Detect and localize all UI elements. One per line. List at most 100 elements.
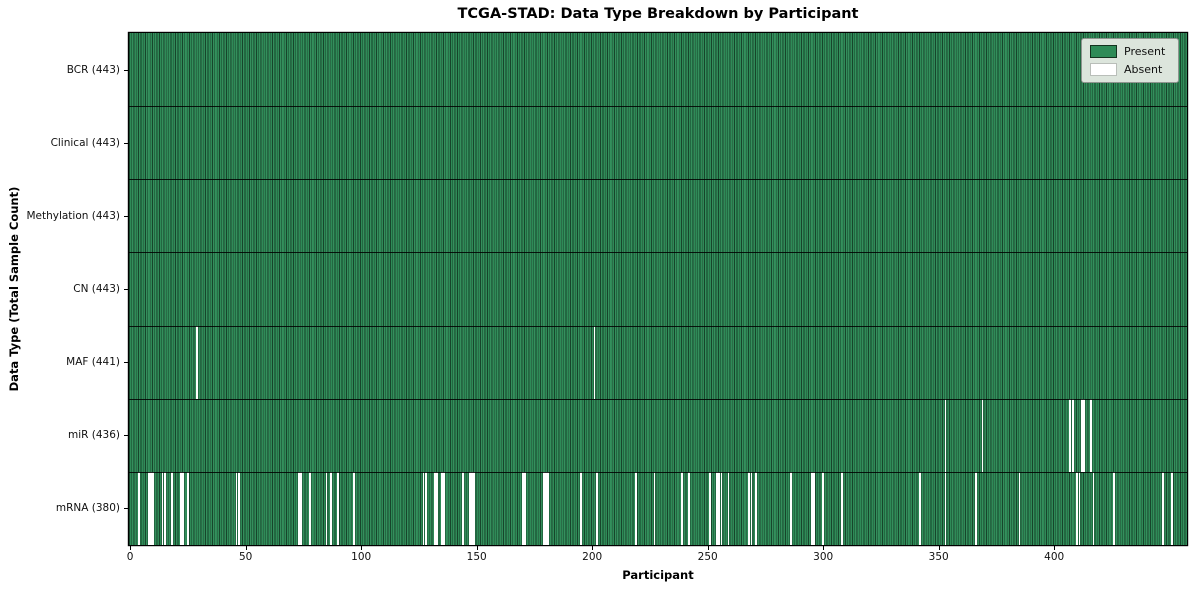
absent-mark bbox=[468, 471, 471, 545]
absent-mark bbox=[471, 471, 473, 545]
absent-mark bbox=[436, 471, 439, 545]
absent-mark bbox=[150, 471, 152, 545]
absent-mark bbox=[755, 471, 758, 545]
y-tick-label-mrna: mRNA (380) bbox=[55, 502, 120, 515]
absent-mark bbox=[919, 471, 922, 545]
y-tick-label-cn: CN (443) bbox=[73, 283, 120, 295]
absent-mark bbox=[718, 471, 721, 545]
absent-mark bbox=[180, 471, 182, 545]
x-tick-mark bbox=[823, 546, 825, 550]
row-separator bbox=[129, 471, 1187, 473]
x-tick-mark bbox=[476, 546, 478, 550]
absent-mark bbox=[981, 398, 984, 472]
absent-mark bbox=[1090, 398, 1093, 472]
x-tick-label-0: 0 bbox=[126, 551, 134, 563]
absent-mark bbox=[235, 471, 238, 545]
heatmap-row-clinical bbox=[129, 106, 1187, 180]
x-tick-label-200: 200 bbox=[582, 551, 603, 563]
y-tick-label-bcr: BCR (443) bbox=[66, 63, 120, 76]
absent-mark bbox=[1078, 471, 1081, 545]
legend-item-absent: Absent bbox=[1090, 63, 1170, 76]
x-tick-mark bbox=[1054, 546, 1056, 550]
absent-mark bbox=[1083, 398, 1086, 472]
absent-mark bbox=[521, 471, 524, 545]
absent-mark bbox=[840, 471, 843, 545]
absent-mark bbox=[579, 471, 582, 545]
absent-mark bbox=[547, 471, 550, 545]
y-tick-mark bbox=[124, 289, 128, 290]
absent-mark bbox=[789, 471, 792, 545]
absent-mark bbox=[653, 471, 656, 545]
absent-mark bbox=[1076, 471, 1079, 545]
x-tick-label-350: 350 bbox=[928, 551, 949, 563]
row-separator bbox=[129, 106, 1187, 108]
absent-mark bbox=[716, 471, 718, 545]
heatmap-row-methylation bbox=[129, 179, 1187, 253]
y-tick-label-methylation: Methylation (443) bbox=[26, 209, 120, 222]
x-tick-label-250: 250 bbox=[697, 551, 718, 563]
absent-mark bbox=[182, 471, 185, 545]
x-tick-label-300: 300 bbox=[813, 551, 834, 563]
absent-mark bbox=[237, 471, 240, 545]
x-tick-mark bbox=[361, 546, 363, 550]
absent-mark bbox=[635, 471, 637, 545]
heatmap-row-bcr bbox=[129, 33, 1187, 107]
absent-mark bbox=[1071, 398, 1074, 472]
absent-mark bbox=[1018, 471, 1021, 545]
absent-mark bbox=[1069, 398, 1072, 472]
absent-mark bbox=[813, 471, 815, 545]
absent-mark bbox=[187, 471, 189, 545]
absent-mark bbox=[300, 471, 302, 545]
heatmap-row-mir bbox=[129, 398, 1187, 472]
absent-mark bbox=[297, 471, 300, 545]
absent-mark bbox=[147, 471, 150, 545]
legend-item-present: Present bbox=[1090, 45, 1170, 58]
absent-mark bbox=[434, 471, 436, 545]
plot-area bbox=[129, 33, 1187, 545]
absent-mark bbox=[330, 471, 333, 545]
y-tick-label-mir: miR (436) bbox=[67, 429, 120, 442]
absent-mark bbox=[593, 325, 596, 399]
legend: Present Absent bbox=[1081, 38, 1179, 83]
legend-label-absent: Absent bbox=[1124, 63, 1163, 76]
row-separator bbox=[129, 179, 1187, 181]
x-tick-label-50: 50 bbox=[238, 551, 253, 563]
y-tick-mark bbox=[124, 142, 128, 144]
absent-mark bbox=[688, 471, 691, 545]
absent-mark bbox=[441, 471, 443, 545]
absent-mark bbox=[542, 471, 545, 545]
present-swatch-icon bbox=[1090, 45, 1117, 58]
absent-mark bbox=[161, 471, 164, 545]
x-tick-mark bbox=[592, 546, 594, 550]
x-tick-mark bbox=[707, 546, 709, 550]
absent-mark bbox=[424, 471, 427, 545]
absent-mark bbox=[337, 471, 339, 545]
absent-mark bbox=[196, 325, 199, 399]
absent-mark bbox=[1080, 398, 1083, 472]
absent-mark bbox=[709, 471, 711, 545]
absent-mark bbox=[138, 471, 141, 545]
absent-mark bbox=[461, 471, 464, 545]
absent-mark bbox=[163, 471, 166, 545]
chart-title: TCGA-STAD: Data Type Breakdown by Partic… bbox=[457, 6, 859, 22]
row-separator bbox=[129, 252, 1187, 254]
absent-mark bbox=[422, 471, 425, 545]
absent-mark bbox=[170, 471, 173, 545]
absent-mark bbox=[727, 471, 730, 545]
y-tick-mark bbox=[124, 69, 128, 71]
x-tick-mark bbox=[938, 546, 940, 550]
heatmap-row-cn bbox=[129, 252, 1187, 326]
x-tick-mark bbox=[245, 546, 247, 550]
absent-mark bbox=[443, 471, 446, 545]
absent-mark bbox=[152, 471, 155, 545]
absent-mark bbox=[750, 471, 753, 545]
x-tick-label-150: 150 bbox=[466, 551, 487, 563]
absent-mark bbox=[748, 471, 751, 545]
absent-mark bbox=[681, 471, 684, 545]
x-axis-label: Participant bbox=[622, 568, 694, 582]
absent-mark bbox=[1161, 471, 1164, 545]
absent-mark bbox=[524, 471, 527, 545]
absent-mark bbox=[822, 471, 825, 545]
absent-mark bbox=[944, 471, 947, 545]
